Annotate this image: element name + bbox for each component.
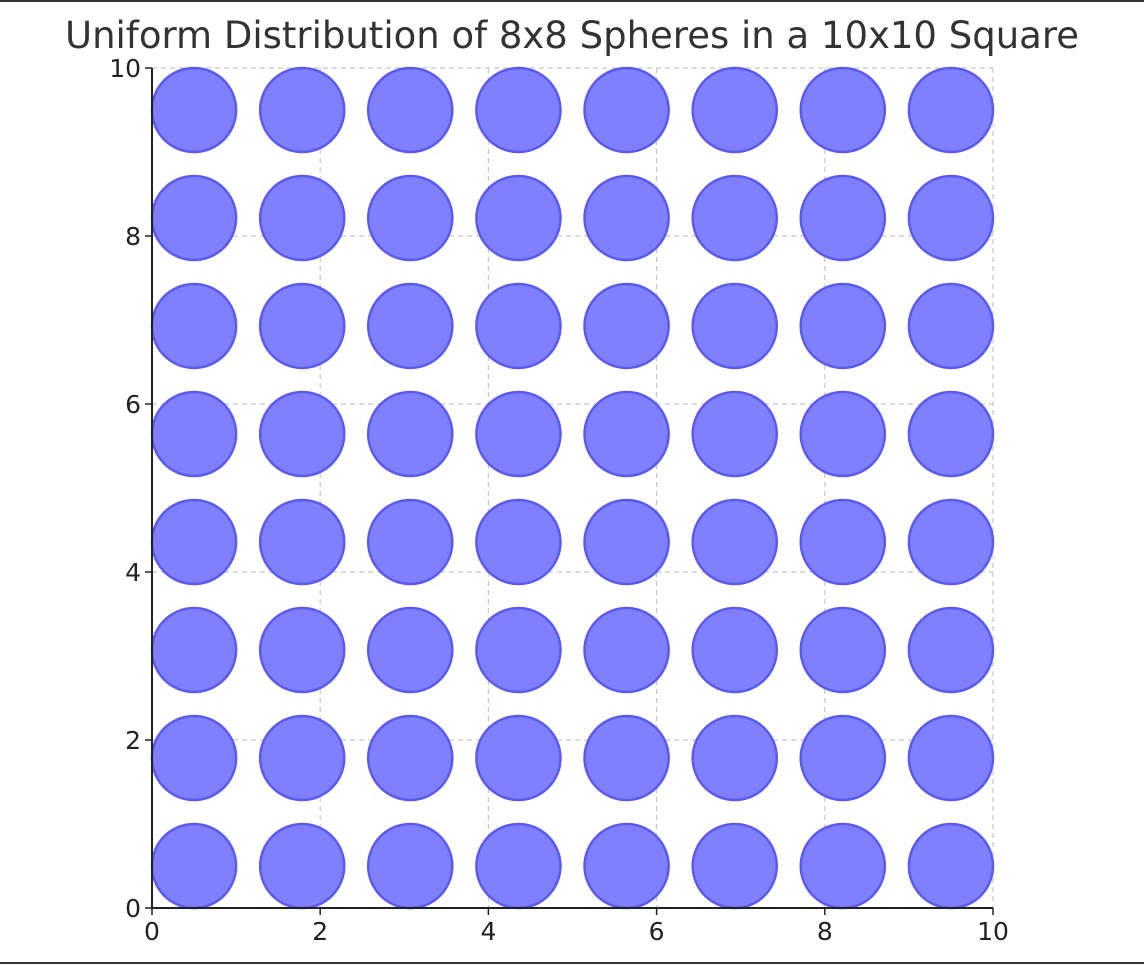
- sphere-marker: [583, 66, 670, 154]
- sphere-marker: [691, 714, 779, 802]
- sphere-marker: [258, 822, 346, 910]
- sphere-marker: [907, 606, 995, 694]
- y-tick-label: 0: [125, 894, 141, 923]
- sphere-marker: [907, 714, 995, 802]
- sphere-marker: [907, 174, 995, 262]
- sphere-marker: [258, 66, 346, 154]
- sphere-marker: [691, 390, 779, 478]
- sphere-marker: [150, 282, 238, 370]
- y-tick-label: 10: [109, 54, 141, 83]
- sphere-marker: [799, 66, 887, 154]
- sphere-marker: [150, 714, 238, 802]
- sphere-marker: [150, 66, 238, 154]
- sphere-marker: [583, 822, 670, 910]
- sphere-marker: [258, 714, 346, 802]
- sphere-marker: [583, 498, 670, 586]
- y-tick-label: 2: [125, 726, 141, 755]
- x-tick-label: 2: [312, 917, 328, 946]
- sphere-marker: [799, 822, 887, 910]
- sphere-marker: [475, 606, 562, 694]
- sphere-marker: [258, 174, 346, 262]
- y-tick-label: 8: [125, 222, 141, 251]
- x-tick-label: 0: [144, 917, 160, 946]
- sphere-marker: [258, 498, 346, 586]
- sphere-marker: [583, 714, 670, 802]
- sphere-marker: [907, 390, 995, 478]
- sphere-marker: [907, 498, 995, 586]
- sphere-marker: [150, 174, 238, 262]
- sphere-marker: [366, 606, 454, 694]
- sphere-marker: [475, 174, 562, 262]
- x-tick-label: 6: [649, 917, 665, 946]
- x-tick-label: 10: [977, 917, 1009, 946]
- sphere-marker: [475, 822, 562, 910]
- tick-labels: 0 2 4 6 8 10 0 2 4 6 8 10: [109, 54, 1009, 946]
- sphere-marker: [366, 390, 454, 478]
- y-tick-label: 6: [125, 390, 141, 419]
- sphere-marker: [583, 390, 670, 478]
- sphere-marker: [150, 390, 238, 478]
- x-tick-label: 4: [480, 917, 496, 946]
- sphere-marker: [691, 174, 779, 262]
- sphere-marker: [258, 606, 346, 694]
- sphere-marker: [366, 174, 454, 262]
- sphere-marker: [475, 714, 562, 802]
- x-tick-label: 8: [817, 917, 833, 946]
- sphere-marker: [583, 282, 670, 370]
- sphere-marker: [799, 282, 887, 370]
- sphere-marker: [475, 498, 562, 586]
- sphere-marker: [475, 282, 562, 370]
- sphere-marker: [907, 66, 995, 154]
- sphere-marker: [691, 606, 779, 694]
- sphere-marker: [583, 174, 670, 262]
- sphere-marker: [799, 174, 887, 262]
- sphere-marker: [366, 282, 454, 370]
- sphere-marker: [150, 822, 238, 910]
- sphere-marker: [691, 66, 779, 154]
- sphere-marker: [258, 282, 346, 370]
- sphere-marker: [799, 498, 887, 586]
- sphere-marker: [150, 606, 238, 694]
- sphere-markers: [150, 66, 995, 910]
- sphere-marker: [366, 66, 454, 154]
- sphere-marker: [907, 282, 995, 370]
- sphere-marker: [475, 66, 562, 154]
- sphere-marker: [799, 714, 887, 802]
- sphere-marker: [799, 606, 887, 694]
- sphere-marker: [691, 282, 779, 370]
- sphere-marker: [475, 390, 562, 478]
- sphere-marker: [799, 390, 887, 478]
- sphere-marker: [583, 606, 670, 694]
- sphere-marker: [907, 822, 995, 910]
- chart-title: Uniform Distribution of 8x8 Spheres in a…: [64, 14, 1079, 57]
- sphere-marker: [366, 498, 454, 586]
- sphere-marker: [691, 498, 779, 586]
- sphere-marker: [150, 498, 238, 586]
- sphere-marker: [366, 714, 454, 802]
- sphere-marker: [258, 390, 346, 478]
- sphere-marker: [691, 822, 779, 910]
- y-tick-label: 4: [125, 558, 141, 587]
- sphere-marker: [366, 822, 454, 910]
- axes: [145, 67, 994, 915]
